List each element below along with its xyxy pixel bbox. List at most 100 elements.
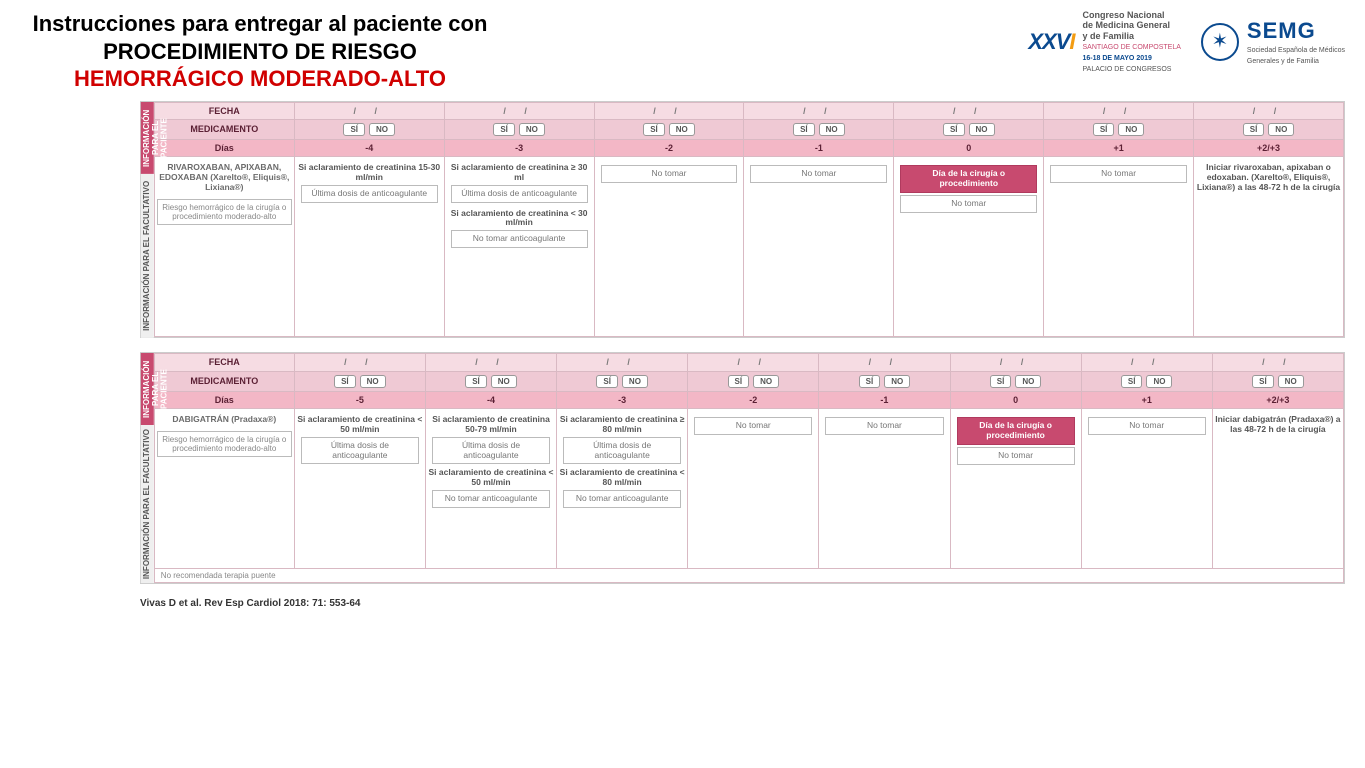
xxvi-logo-text: XXVI (1028, 29, 1074, 54)
date-cell: / / (1044, 102, 1194, 119)
day-0: 0 (894, 140, 1044, 157)
congress-l3: y de Familia (1083, 31, 1135, 41)
med-cell: SÍNO (294, 371, 425, 391)
cell2-m2: No tomar (688, 409, 819, 569)
logo-area: XXVI Congreso Nacional de Medicina Gener… (520, 10, 1345, 74)
med-cell: SÍNO (1194, 119, 1344, 139)
semg-sub1: Sociedad Española de Médicos (1247, 47, 1345, 54)
table1-body: RIVAROXABAN, APIXABAN, EDOXABAN (Xarelto… (154, 157, 1343, 337)
med-cell: SÍNO (425, 371, 556, 391)
med-cell: SÍNO (294, 119, 444, 139)
cell2-m3: Si aclaramiento de creatinina ≥ 80 ml/mi… (557, 409, 688, 569)
date-cell: / / (688, 354, 819, 371)
drug-names-1: RIVAROXABAN, APIXABAN, EDOXABAN (Xarelto… (157, 163, 292, 192)
med-cell: SÍNO (594, 119, 744, 139)
cell-0: Día de la cirugía o procedimiento No tom… (894, 157, 1044, 337)
no-take-note: No tomar anticoagulante (432, 490, 550, 508)
drug-col: RIVAROXABAN, APIXABAN, EDOXABAN (Xarelto… (154, 157, 294, 337)
date-cell: / / (294, 354, 425, 371)
table2: FECHA / / / / / / / / / / / / / / / / ME… (154, 353, 1344, 583)
semg-logo: SEMG Sociedad Española de Médicos Genera… (1201, 18, 1345, 65)
cell-m2: No tomar (594, 157, 744, 337)
no-take-note: No tomar (1088, 417, 1206, 435)
med-cell: SÍNO (950, 371, 1081, 391)
cell-p2: Iniciar rivaroxaban, apixaban o edoxaban… (1194, 157, 1344, 337)
med-cell: SÍNO (1212, 371, 1343, 391)
footer-note: No recomendada terapia puente (154, 569, 1343, 583)
last-dose-note: Última dosis de anticoagulante (301, 437, 419, 465)
drug-names-2: DABIGATRÁN (Pradaxa®) (157, 415, 292, 425)
no-take-note: No tomar (694, 417, 812, 435)
day-p2: +2/+3 (1212, 391, 1343, 408)
table2-body: DABIGATRÁN (Pradaxa®) Riesgo hemorrágico… (154, 409, 1343, 569)
date-cell: / / (557, 354, 688, 371)
title-line3: HEMORRÁGICO MODERADO-ALTO (74, 66, 446, 91)
semg-sub2: Generales y de Familia (1247, 58, 1319, 65)
no-take-note: No tomar (750, 165, 887, 183)
cell2-0: Día de la cirugía o procedimiento No tom… (950, 409, 1081, 569)
day-0: 0 (950, 391, 1081, 408)
cell-m1: No tomar (744, 157, 894, 337)
no-take-note: No tomar (957, 447, 1075, 465)
congress-sub3: PALACIO DE CONGRESOS (1083, 66, 1172, 73)
day-m4: -4 (425, 391, 556, 408)
no-take-note: No tomar (900, 195, 1037, 213)
semg-acronym: SEMG (1247, 18, 1316, 43)
table1: FECHA / / / / / / / / / / / / / / MEDICA… (154, 102, 1344, 338)
date-cell: / / (744, 102, 894, 119)
last-dose-note: Última dosis de anticoagulante (451, 185, 588, 203)
head-fecha: FECHA (154, 102, 294, 119)
day-m4: -4 (294, 140, 444, 157)
page-title: Instrucciones para entregar al paciente … (20, 10, 500, 93)
table1-row-fecha: FECHA / / / / / / / / / / / / / / (154, 102, 1343, 119)
no-take-note: No tomar anticoagulante (563, 490, 681, 508)
table1-row-med: MEDICAMENTO SÍNO SÍNO SÍNO SÍNO SÍNO SÍN… (154, 119, 1343, 139)
med-cell: SÍNO (444, 119, 594, 139)
side-label-facultative-1: INFORMACIÓN PARA EL FACULTATIVO (141, 174, 154, 338)
last-dose-note: Última dosis de anticoagulante (301, 185, 438, 203)
head-dias: Días (154, 140, 294, 157)
cell2-p2: Iniciar dabigatrán (Pradaxa®) a las 48-7… (1212, 409, 1343, 569)
table2-row-dias: Días -5 -4 -3 -2 -1 0 +1 +2/+3 (154, 391, 1343, 408)
citation: Vivas D et al. Rev Esp Cardiol 2018: 71:… (140, 598, 1345, 609)
cell2-m5: Si aclaramiento de creatinina < 50 ml/mi… (294, 409, 425, 569)
semg-text: SEMG Sociedad Española de Médicos Genera… (1247, 18, 1345, 65)
table1-row-dias: Días -4 -3 -2 -1 0 +1 +2/+3 (154, 140, 1343, 157)
table2-row-fecha: FECHA / / / / / / / / / / / / / / / / (154, 354, 1343, 371)
table1-panel: INFORMACIÓN PARA EL PACIENTE INFORMACIÓN… (140, 101, 1345, 339)
date-cell: / / (1081, 354, 1212, 371)
title-line2: PROCEDIMIENTO DE RIESGO (103, 39, 417, 64)
side-label-patient-2: INFORMACIÓN PARA EL PACIENTE (141, 353, 154, 425)
no-take-note: No tomar (825, 417, 943, 435)
date-cell: / / (1194, 102, 1344, 119)
med-cell: SÍNO (557, 371, 688, 391)
day-m2: -2 (594, 140, 744, 157)
med-cell: SÍNO (744, 119, 894, 139)
date-cell: / / (294, 102, 444, 119)
cell-m3: Si aclaramiento de creatinina ≥ 30 ml Úl… (444, 157, 594, 337)
date-cell: / / (444, 102, 594, 119)
congress-l1: Congreso Nacional (1083, 10, 1165, 20)
head-med: MEDICAMENTO (154, 119, 294, 139)
no-take-note: No tomar anticoagulante (451, 230, 588, 248)
med-cell: SÍNO (894, 119, 1044, 139)
med-cell: SÍNO (1044, 119, 1194, 139)
cell-p1: No tomar (1044, 157, 1194, 337)
risk-box-2: Riesgo hemorrágico de la cirugía o proce… (157, 431, 292, 457)
cell2-p1: No tomar (1081, 409, 1212, 569)
date-cell: / / (594, 102, 744, 119)
med-cell: SÍNO (1081, 371, 1212, 391)
day-m5: -5 (294, 391, 425, 408)
cell2-m4: Si aclaramiento de creatinina 50-79 ml/m… (425, 409, 556, 569)
table2-panel: INFORMACIÓN PARA EL PACIENTE INFORMACIÓN… (140, 352, 1345, 584)
day-p1: +1 (1044, 140, 1194, 157)
side-label-facultative-2: INFORMACIÓN PARA EL FACULTATIVO (141, 425, 154, 583)
congress-sub2: 16-18 DE MAYO 2019 (1083, 55, 1152, 62)
header: Instrucciones para entregar al paciente … (20, 10, 1345, 93)
day-m2: -2 (688, 391, 819, 408)
head-fecha: FECHA (154, 354, 294, 371)
congress-sub1: SANTIAGO DE COMPOSTELA (1083, 44, 1181, 51)
no-take-note: No tomar (601, 165, 738, 183)
day-p1: +1 (1081, 391, 1212, 408)
cell2-m1: No tomar (819, 409, 950, 569)
